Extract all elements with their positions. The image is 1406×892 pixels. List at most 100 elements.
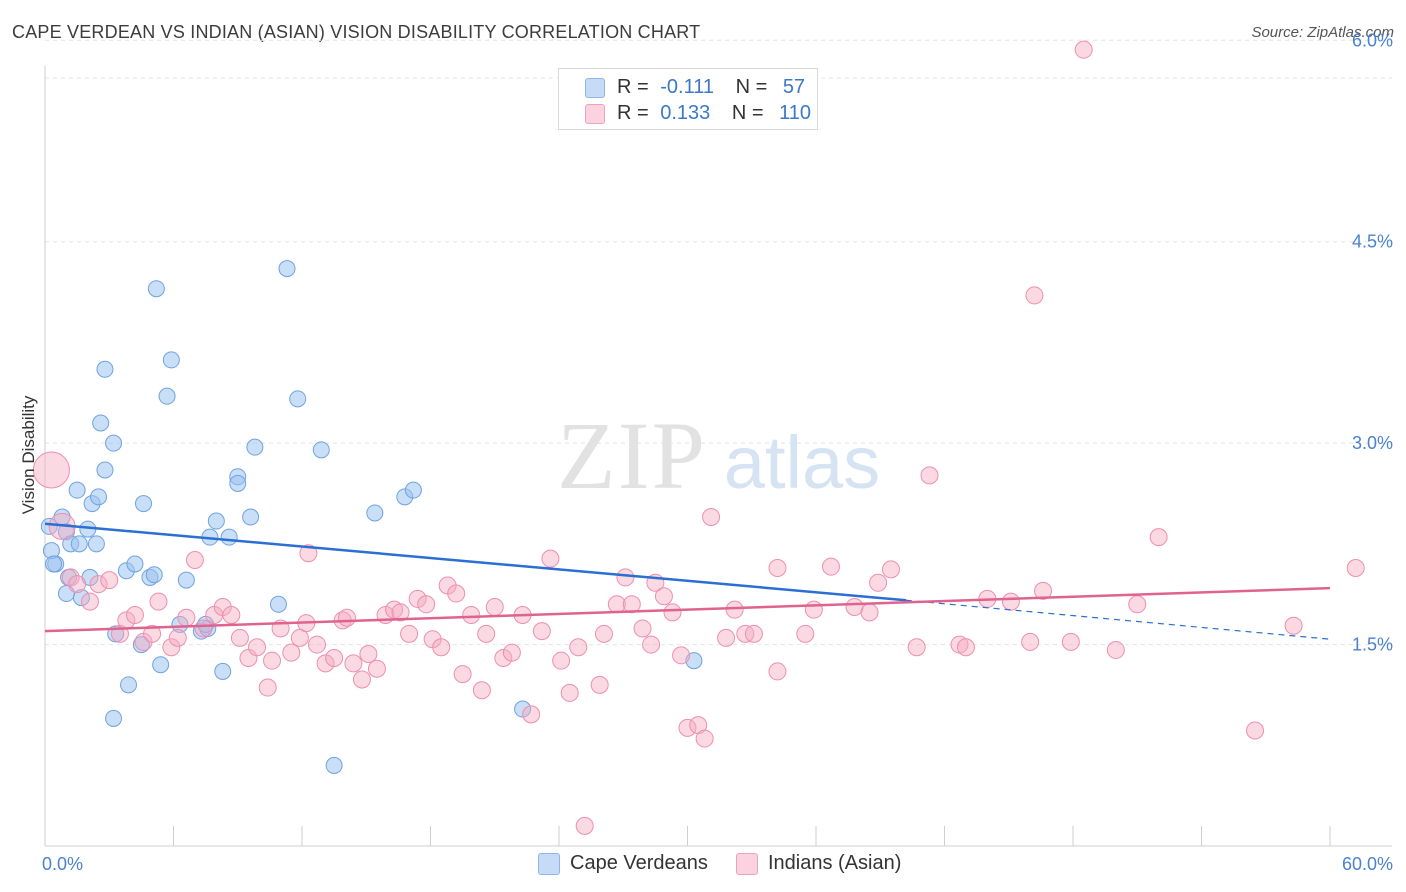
indian-point	[881, 560, 900, 579]
indian-point	[162, 638, 181, 657]
indian-point	[400, 624, 419, 643]
indian-point	[590, 675, 609, 694]
indian-point	[263, 651, 282, 670]
y-tick-label: 3.0%	[1352, 433, 1393, 453]
cape-verdean-point	[68, 481, 86, 499]
indian-point	[325, 649, 344, 667]
indian-point	[477, 624, 496, 643]
indian-point	[149, 592, 168, 611]
indian-point	[552, 651, 571, 670]
y-tick-label: 6.0%	[1352, 30, 1393, 50]
y-axis-label: Vision Disability	[19, 395, 38, 514]
cape-verdean-point	[325, 756, 343, 774]
indian-trend-line	[44, 586, 1331, 633]
indian-point	[768, 559, 787, 578]
indian-point	[494, 649, 513, 667]
cape-verdean-point	[87, 535, 105, 553]
source-label: Source: ZipAtlas.com	[1251, 24, 1394, 41]
cape-verdean-point	[126, 555, 144, 573]
indian-point	[1128, 595, 1147, 614]
indian-point	[907, 638, 926, 657]
indian-point	[337, 608, 356, 627]
legend-r-value: -0.111	[660, 76, 714, 98]
indian-point	[1061, 632, 1080, 651]
indian-point	[194, 619, 213, 638]
indian-point	[678, 718, 697, 737]
series-legend: Cape Verdeans Indians (Asian)	[0, 850, 1406, 880]
indian-point	[447, 584, 466, 603]
cape-verdean-point	[145, 566, 163, 584]
indian-point	[432, 638, 451, 657]
indian-point	[845, 597, 864, 616]
indian-point	[1025, 286, 1044, 305]
indian-point	[860, 603, 879, 622]
indian-point	[89, 575, 108, 594]
cape-verdean-point	[158, 387, 176, 405]
indian-point	[633, 619, 652, 638]
indian-point	[768, 662, 787, 681]
indian-point	[695, 729, 714, 748]
indian-point	[68, 575, 87, 594]
cape-verdean-trend-extension	[905, 599, 1331, 640]
cape-verdean-point	[214, 662, 232, 680]
indian-point	[796, 624, 815, 643]
watermark: ZIP atlas	[557, 402, 880, 509]
indian-point	[307, 635, 326, 654]
cape-verdean-point	[132, 636, 150, 654]
cape-verdean-point	[312, 441, 330, 459]
indian-point	[485, 597, 504, 616]
cape-verdean-point	[45, 555, 63, 573]
axes	[44, 66, 1392, 847]
indian-point	[185, 550, 204, 569]
indian-point	[248, 638, 267, 657]
legend-r-value: 0.133	[660, 102, 711, 124]
indian-point	[408, 589, 427, 608]
legend-n-value: 110	[779, 102, 812, 124]
indian-point	[316, 654, 335, 673]
cape-verdean-point	[92, 414, 110, 432]
tick-labels: 1.5% 3.0% 4.5% 6.0% 0.0% 60.0%	[42, 30, 1393, 874]
indian-point	[168, 628, 187, 647]
legend-r-label: R =	[617, 102, 649, 124]
cape-verdean-point	[177, 571, 195, 589]
indian-point	[502, 643, 521, 662]
indian-point	[616, 568, 635, 587]
indian-point	[1106, 640, 1125, 659]
indian-point	[258, 678, 277, 697]
chart-title: CAPE VERDEAN VS INDIAN (ASIAN) VISION DI…	[12, 22, 701, 42]
cape-verdean-point	[96, 461, 114, 479]
legend-n-value: 57	[782, 76, 806, 98]
indian-point	[725, 600, 744, 619]
indian-point	[560, 683, 579, 702]
indian-point	[920, 466, 939, 485]
indian-point	[352, 670, 371, 689]
y-tick-label: 4.5%	[1352, 232, 1393, 252]
cape-verdean-point	[120, 676, 138, 694]
indian-point	[1284, 616, 1303, 635]
cape-verdean-point	[162, 351, 180, 369]
indian-point	[472, 681, 491, 700]
cape-verdean-point	[229, 474, 247, 492]
indian-point	[804, 600, 823, 619]
cape-verdean-point	[246, 438, 264, 456]
x-tick-label: 0.0%	[42, 854, 83, 874]
cape-verdean-point	[220, 528, 238, 546]
indian-point	[1034, 581, 1053, 600]
cape-verdean-trend-line	[44, 522, 907, 602]
indian-point	[61, 568, 80, 587]
indian-point	[541, 549, 560, 568]
indian-point	[391, 603, 410, 622]
cape-verdean-points	[40, 260, 703, 774]
indian-point	[32, 451, 70, 489]
trend-lines	[44, 522, 1331, 640]
indian-swatch	[736, 853, 758, 875]
legend-n-label: N =	[731, 102, 764, 124]
indian-point	[462, 606, 481, 625]
legend-r-label: R =	[617, 76, 649, 98]
indian-point	[575, 816, 594, 835]
cape-verdean-point	[269, 595, 287, 613]
indian-point	[80, 592, 99, 611]
watermark-atlas: atlas	[724, 421, 880, 504]
indian-point	[282, 643, 301, 662]
